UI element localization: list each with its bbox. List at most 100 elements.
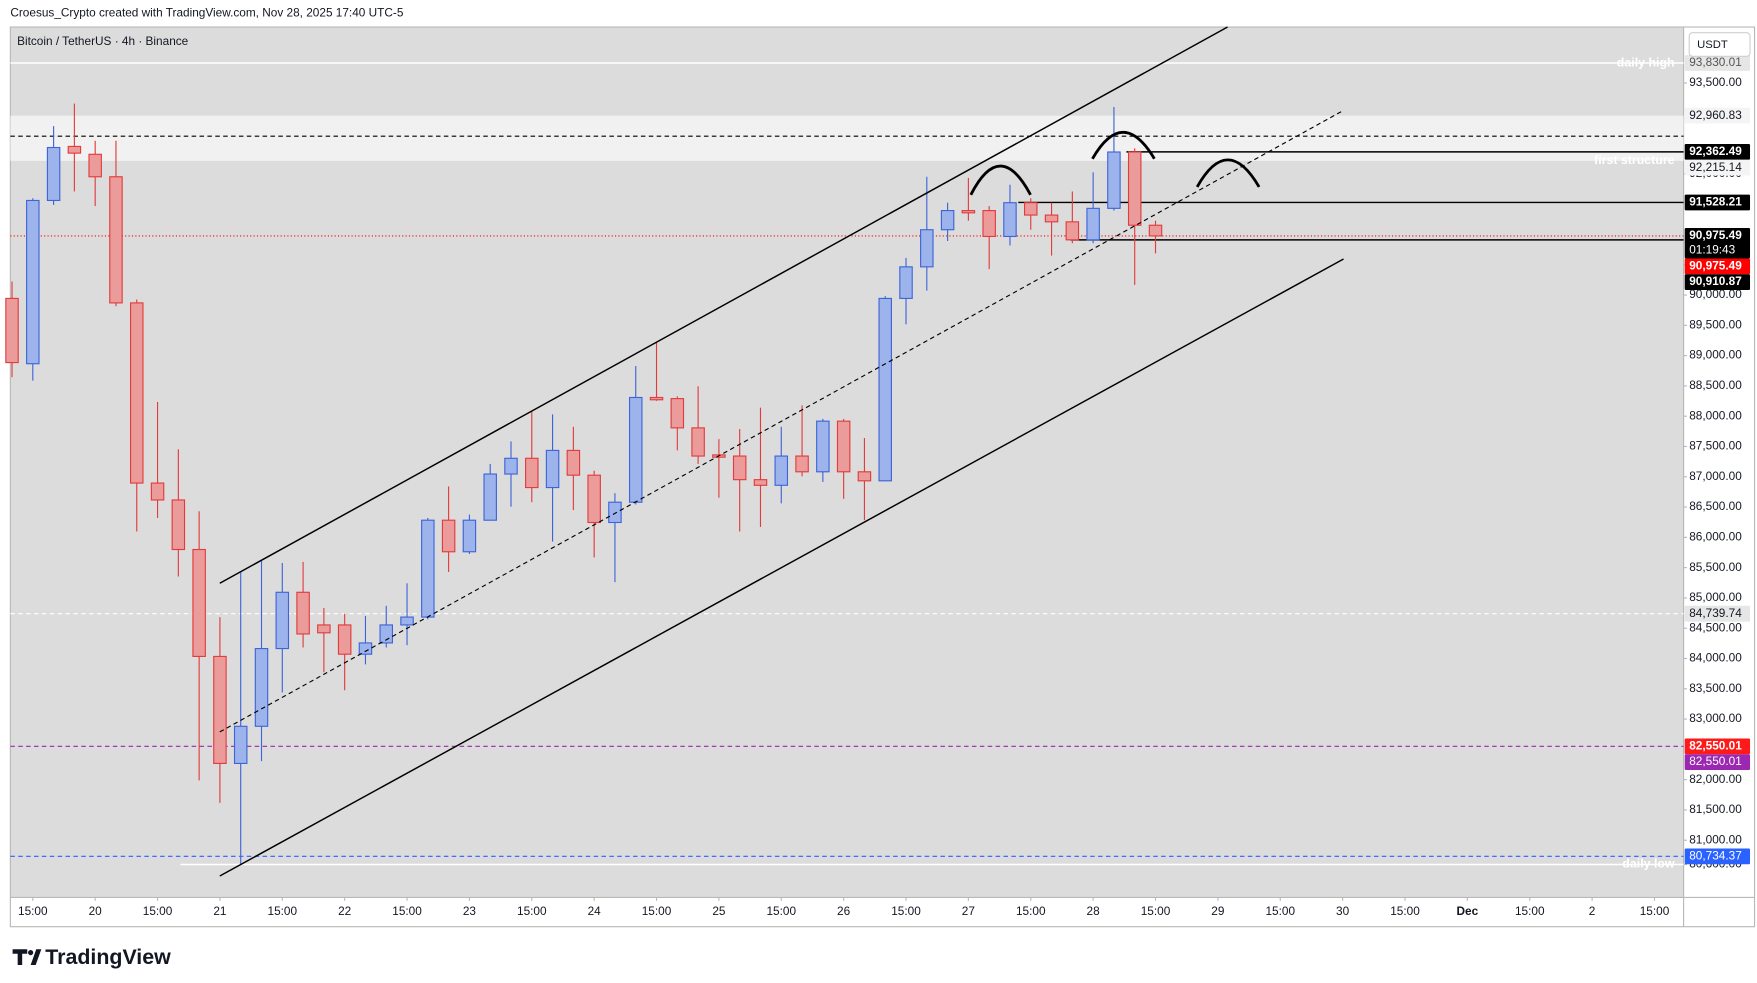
price-label-bg — [1684, 738, 1751, 755]
candle-body — [1044, 214, 1059, 223]
x-tick-label: 15:00 — [268, 904, 298, 918]
candle-body — [213, 655, 227, 764]
y-tick-label: 82,000.00 — [1689, 772, 1742, 786]
candle-body — [192, 548, 206, 658]
candle-body — [109, 176, 123, 304]
price-label-bg — [1684, 159, 1751, 176]
y-tick-label: 87,500.00 — [1689, 439, 1742, 453]
candle-body — [5, 297, 19, 364]
y-tick-label: 83,000.00 — [1689, 711, 1742, 725]
candle-body — [670, 398, 685, 429]
price-label: 80,734.37 — [1689, 848, 1742, 862]
candle-body — [649, 396, 664, 401]
candle-body — [878, 297, 892, 482]
candle-body — [899, 266, 913, 299]
price-label: 82,550.01 — [1689, 754, 1742, 768]
x-tick-label: 29 — [1211, 904, 1225, 918]
candle-body — [857, 471, 872, 482]
candle-body — [1148, 224, 1163, 237]
y-tick-label: 84,500.00 — [1689, 620, 1742, 634]
candle-body — [608, 501, 622, 524]
candle-body — [400, 616, 414, 626]
currency-button[interactable] — [1688, 32, 1751, 57]
brand: TradingView — [45, 945, 171, 969]
x-tick-label: 15:00 — [392, 904, 422, 918]
candle-body — [961, 210, 976, 214]
price-label: 90,975.49 — [1689, 258, 1742, 272]
x-tick-label: 2 — [1589, 904, 1596, 918]
candle-body — [1107, 151, 1121, 209]
arc — [969, 164, 1032, 196]
candle-body — [982, 210, 996, 238]
candle-body — [504, 457, 518, 475]
countdown: 01:19:43 — [1689, 243, 1735, 257]
candle-body — [317, 624, 331, 634]
x-tick-label: 15:00 — [642, 904, 672, 918]
candle-body — [587, 474, 601, 524]
x-tick-label: 15:00 — [1141, 904, 1171, 918]
y-tick-label: 88,000.00 — [1689, 408, 1742, 422]
candle-body — [483, 473, 497, 521]
candle-body — [525, 457, 539, 489]
price-label-bg — [1684, 754, 1751, 770]
candle-body — [795, 455, 809, 473]
candle-body — [421, 519, 435, 618]
y-tick-label: 83,500.00 — [1689, 681, 1742, 695]
currency[interactable]: USDT — [1697, 39, 1728, 51]
price-label-bg — [1684, 274, 1751, 290]
y-tick-label: 86,000.00 — [1689, 529, 1742, 543]
candle-body — [1127, 151, 1142, 226]
x-tick-label: 25 — [712, 904, 726, 918]
level-text: daily low — [1622, 857, 1675, 871]
zone — [10, 115, 1684, 161]
y-tick-label: 86,500.00 — [1689, 499, 1742, 513]
time-axis — [10, 897, 1755, 927]
candle-body — [130, 302, 144, 484]
candle-body — [545, 449, 560, 489]
level-text: daily high — [1617, 55, 1675, 69]
candle-body — [67, 145, 82, 154]
price-label: 92,960.83 — [1689, 108, 1742, 122]
x-tick-label: 15:00 — [1390, 904, 1420, 918]
candle-body — [275, 591, 290, 650]
x-tick-label: 20 — [89, 904, 103, 918]
x-tick-label: 15:00 — [891, 904, 921, 918]
x-tick-label: 21 — [213, 904, 226, 918]
price-label: 93,830.01 — [1689, 55, 1742, 69]
candle-body — [691, 427, 705, 457]
y-tick-label: 90,000.00 — [1689, 287, 1742, 301]
x-tick-label: 15:00 — [766, 904, 796, 918]
price-label: 82,550.01 — [1689, 738, 1742, 752]
price-label: 91,528.21 — [1689, 195, 1742, 209]
arc — [1195, 158, 1261, 188]
y-tick-label: 88,500.00 — [1689, 378, 1742, 392]
price-label: 92,215.14 — [1689, 160, 1742, 174]
y-tick-label: 81,500.00 — [1689, 802, 1742, 816]
candle-body — [1065, 221, 1080, 241]
candle-body — [836, 420, 851, 473]
x-tick-label: 15:00 — [517, 904, 547, 918]
candle-body — [753, 479, 768, 486]
x-tick-label: 22 — [338, 904, 351, 918]
candle-body — [816, 420, 830, 473]
x-tick-label: 15:00 — [18, 904, 48, 918]
y-tick-label: 84,000.00 — [1689, 651, 1742, 665]
y-tick-label: 85,000.00 — [1689, 590, 1742, 604]
x-tick-label: 23 — [463, 904, 477, 918]
candle-body — [254, 648, 269, 727]
candle-body — [940, 210, 955, 231]
channel-upper — [219, 26, 1228, 584]
price-label-bg — [1684, 605, 1751, 622]
candle-body — [1003, 202, 1017, 238]
x-tick-label: Dec — [1457, 904, 1479, 918]
candle-body — [26, 199, 40, 365]
frame — [9, 26, 1756, 928]
price-label-bg — [1684, 258, 1751, 275]
x-tick-label: 15:00 — [1640, 904, 1670, 918]
x-tick-label: 15:00 — [1265, 904, 1295, 918]
background-layer: first structure daily high daily low — [10, 55, 1684, 871]
candle-body — [296, 591, 310, 635]
price-label: 90,975.49 — [1689, 228, 1742, 242]
candle-body — [774, 455, 789, 486]
x-tick-label: 28 — [1087, 904, 1101, 918]
